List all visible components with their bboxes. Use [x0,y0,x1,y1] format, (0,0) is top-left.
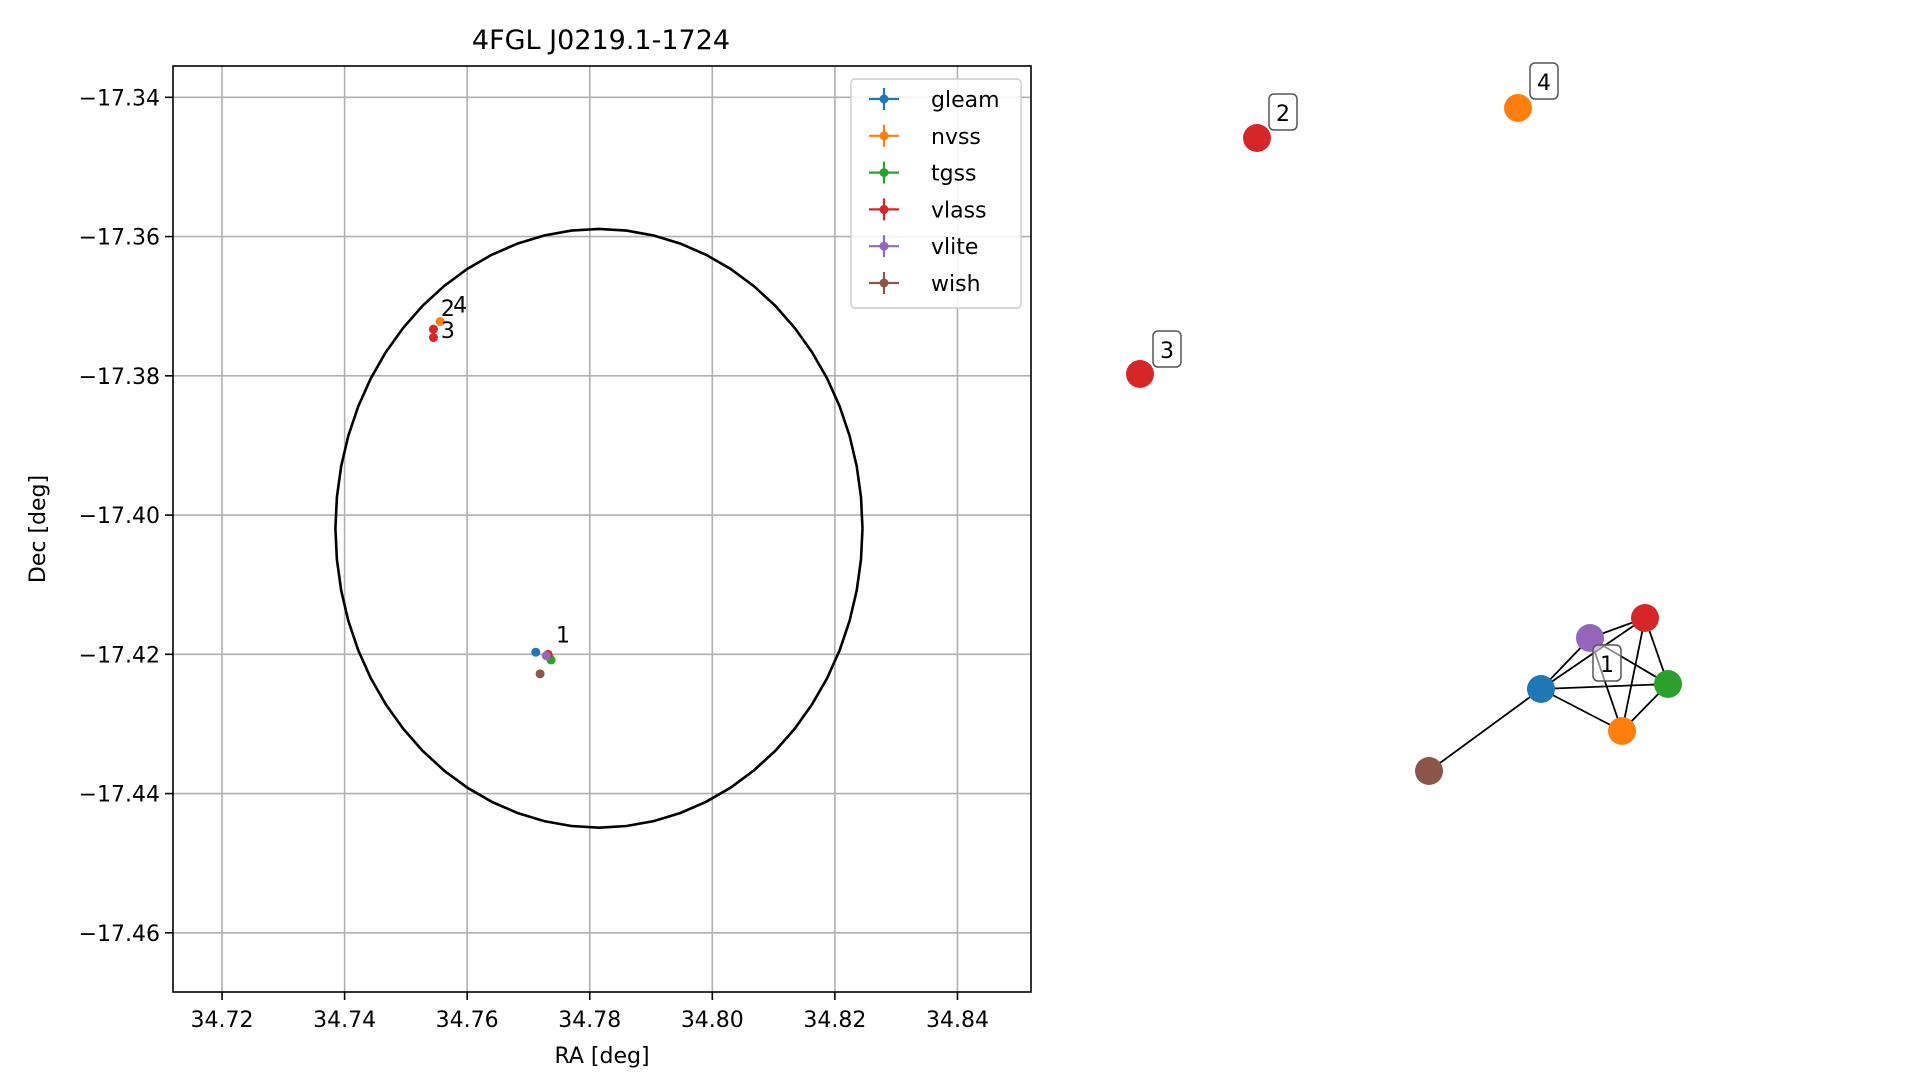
point-label: 3 [441,319,455,344]
label-box [1592,644,1622,682]
y-tick-label: −17.42 [79,643,160,668]
graph-node-tgss-1 [1654,670,1682,698]
x-tick-label: 34.72 [191,1008,254,1033]
graph-node-gleam-1 [1527,675,1555,703]
point-label: 2 [441,297,455,322]
legend-marker-dot [879,241,889,251]
graph-node-vlass-2 [1243,124,1271,152]
chart-title: 4FGL J0219.1-1724 [472,25,730,56]
y-axis-label: Dec [deg] [26,475,51,583]
point-labels: 1 234 [441,293,570,648]
label-text: 1 [1600,653,1614,678]
search-circle [334,227,864,830]
x-tick-label: 34.74 [313,1008,376,1033]
graph-node-nvss-4 [1504,94,1532,122]
graph-node-labels: 2 4 3 1 [1152,62,1622,682]
vlass-point [428,324,438,334]
data-points [428,317,556,679]
graph-node-vlass-3 [1126,360,1154,388]
x-tick-label: 34.84 [926,1008,989,1033]
legend-marker-dot [879,168,889,178]
network-graph: 2 4 3 1 [1126,62,1682,785]
legend-label: vlite [931,235,978,260]
graph-edges [1428,617,1669,772]
y-tick-label: −17.34 [79,86,160,111]
y-tick-label: −17.38 [79,365,160,390]
graph-node-wish-1 [1415,757,1443,785]
y-tick-label: −17.44 [79,783,160,808]
graph-edge [1540,688,1623,732]
legend-item-vlite: vlite [869,235,978,260]
legend-item-wish: wish [869,272,981,297]
legend-marker-dot [879,204,889,214]
legend-marker-dot [879,94,889,104]
plot-frame [172,65,1032,993]
graph-node-nvss-1 [1608,717,1636,745]
legend-label: nvss [931,125,981,150]
gleam-point [531,647,541,657]
legend-item-vlass: vlass [869,198,987,223]
legend-label: tgss [931,162,977,187]
label-box [1529,62,1559,100]
nvss-point [435,317,445,327]
label-text: 4 [1537,71,1551,96]
legend: gleam nvss tgss vlass vlite wish [850,78,1022,309]
graph-node-label: 4 [1529,62,1559,100]
point-label: 1 [556,623,570,648]
label-text: 3 [1160,339,1174,364]
legend-label: vlass [931,198,987,223]
y-tick-label: −17.40 [79,504,160,529]
graph-node-label: 3 [1152,330,1182,368]
graph-edge [1428,688,1542,772]
graph-node-vlass-1 [1631,604,1659,632]
legend-item-tgss: tgss [869,161,977,187]
label-box [1268,93,1298,131]
y-tick-label: −17.36 [79,226,160,251]
legend-label: wish [931,272,981,297]
legend-label: gleam [931,88,1000,113]
point-label: 4 [453,293,467,318]
x-axis-ticks: 34.72 34.74 34.76 34.78 34.80 34.82 34.84 [191,992,989,1033]
legend-marker-dot [879,278,889,288]
graph-node-label: 1 [1592,644,1622,682]
y-axis-ticks: −17.34 −17.36 −17.38 −17.40 −17.42 −17.44 −17.… [79,86,173,947]
graph-edge [1540,683,1669,690]
legend-item-gleam: gleam [869,88,1000,113]
vlite-point [541,651,551,661]
graph-edge [1621,617,1646,732]
x-tick-label: 34.78 [558,1008,621,1033]
legend-item-nvss: nvss [869,124,981,150]
x-tick-label: 34.82 [803,1008,866,1033]
vlass-point [428,333,438,343]
legend-marker-dot [879,131,889,141]
x-tick-label: 34.76 [436,1008,499,1033]
x-tick-label: 34.80 [681,1008,744,1033]
x-axis-label: RA [deg] [554,1044,649,1069]
search-circle-outline [334,227,864,830]
wish-point [535,669,545,679]
label-text: 2 [1276,102,1290,127]
y-tick-label: −17.46 [79,922,160,947]
label-box [1152,330,1182,368]
graph-nodes [1126,94,1682,785]
graph-node-label: 2 [1268,93,1298,131]
